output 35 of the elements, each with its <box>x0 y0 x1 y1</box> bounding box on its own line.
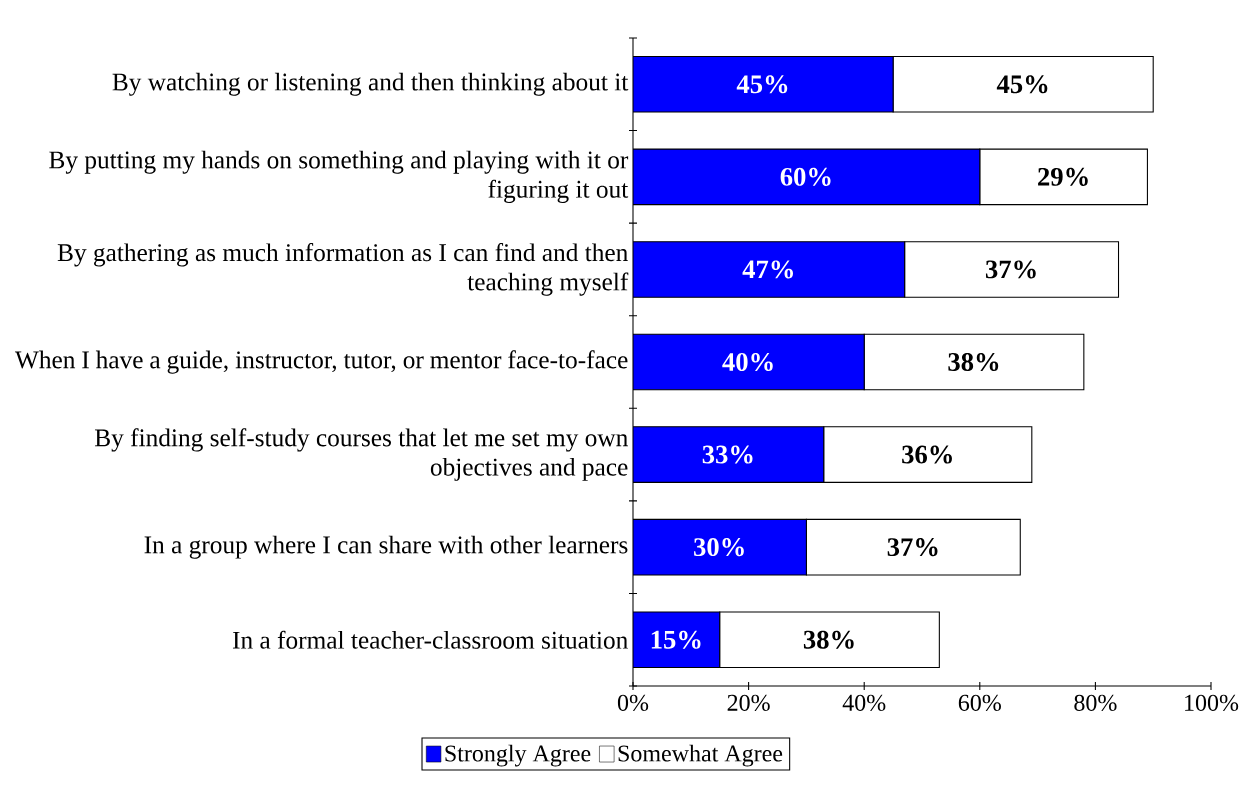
data-label: 33% <box>702 445 753 464</box>
legend-label: Strongly Agree <box>445 744 591 767</box>
legend-label: Somewhat Agree <box>618 744 783 767</box>
y-tick-label: By putting my hands on something and playing with it or figuring it out <box>49 150 629 204</box>
x-tick-label: 60% <box>958 694 1001 711</box>
data-label: 37% <box>887 538 938 557</box>
y-tick-label: In a group where I can share with other learners <box>144 535 628 559</box>
bar <box>633 333 865 391</box>
x-tick-label: 40% <box>842 694 886 711</box>
bar <box>633 426 825 483</box>
y-tick-label: By gathering as much information as I can find and then teaching myself <box>57 243 629 296</box>
data-label: 60% <box>780 167 831 186</box>
data-label: 38% <box>803 630 854 649</box>
x-tick-label: 20% <box>727 694 770 711</box>
data-label: 47% <box>742 260 793 279</box>
x-tick-label: 80% <box>1074 694 1117 711</box>
x-tick-label: 0% <box>617 694 649 711</box>
data-label: 45% <box>996 75 1048 94</box>
data-label: 38% <box>948 352 999 372</box>
x-tick-label: 100% <box>1185 694 1239 711</box>
data-label: 15% <box>651 630 701 649</box>
bar <box>633 518 807 576</box>
data-label: 36% <box>902 445 952 464</box>
y-tick-label: By finding self-study courses that let me set my own objectives and pace <box>94 428 628 481</box>
y-tick-label: When I have a guide, instructor, tutor, or mentor face-to-face <box>14 350 628 374</box>
data-label: 30% <box>694 538 744 557</box>
data-label: 29% <box>1038 167 1088 186</box>
data-label: 37% <box>985 260 1036 279</box>
bar <box>633 241 906 298</box>
y-tick-label: In a formal teacher-classroom situation <box>232 630 628 649</box>
data-label: 45% <box>736 75 788 94</box>
bar <box>633 148 981 206</box>
y-tick-label: By watching or listening and then thinking about it <box>112 72 629 96</box>
data-label: 40% <box>722 352 773 372</box>
bar <box>633 55 894 113</box>
